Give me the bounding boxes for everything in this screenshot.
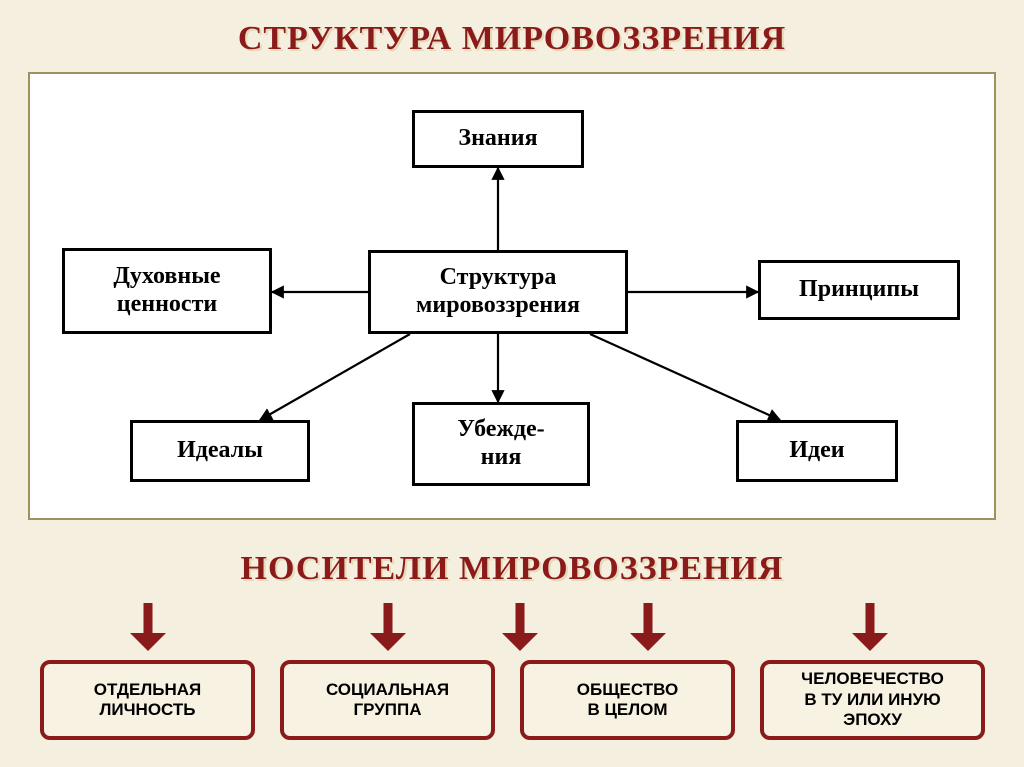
node-ideals: Идеалы <box>130 420 310 482</box>
node-ideas: Идеи <box>736 420 898 482</box>
carrier-society: ОБЩЕСТВО В ЦЕЛОМ <box>520 660 735 740</box>
carrier-humanity: ЧЕЛОВЕЧЕСТВО В ТУ ИЛИ ИНУЮ ЭПОХУ <box>760 660 985 740</box>
carrier-individual: ОТДЕЛЬНАЯ ЛИЧНОСТЬ <box>40 660 255 740</box>
carrier-social-group: СОЦИАЛЬНАЯ ГРУППА <box>280 660 495 740</box>
node-beliefs: Убежде- ния <box>412 402 590 486</box>
node-principles: Принципы <box>758 260 960 320</box>
node-values: Духовные ценности <box>62 248 272 334</box>
node-knowledge: Знания <box>412 110 584 168</box>
node-center: Структура мировоззрения <box>368 250 628 334</box>
